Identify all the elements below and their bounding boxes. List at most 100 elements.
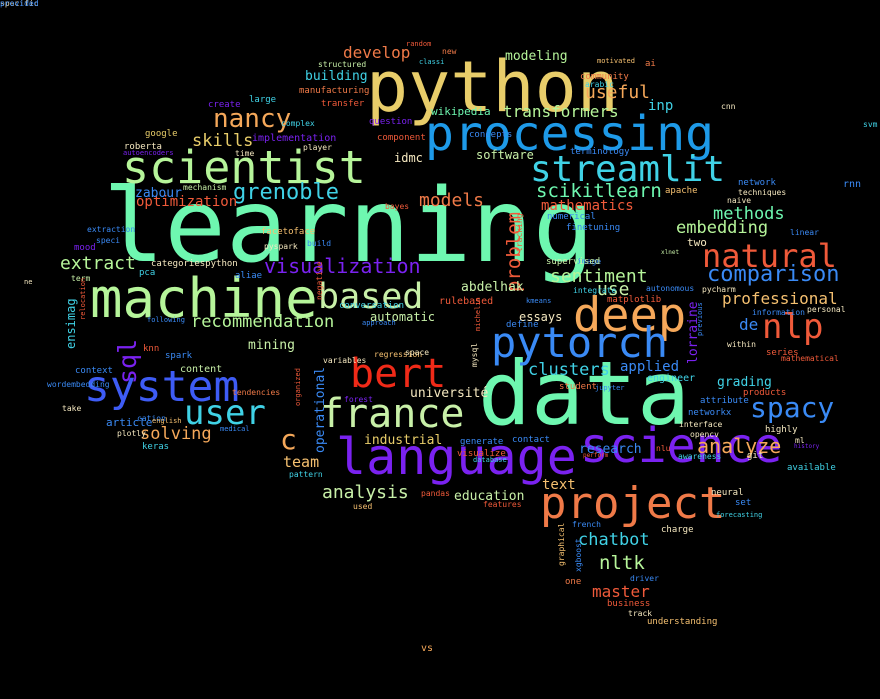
word-useful: useful — [585, 82, 651, 103]
word-deep: deep — [573, 288, 687, 343]
word-engineer: engineer — [647, 373, 696, 384]
word-numerical: numerical — [547, 212, 596, 222]
word-wordembedding: wordembedding — [47, 380, 110, 389]
word-pyspark: pyspark — [264, 242, 298, 251]
word-arabic: arabic — [585, 80, 614, 89]
word-ne: ne — [24, 278, 33, 286]
word-software: software — [476, 148, 534, 162]
word-facetoface: facetoface — [261, 227, 316, 237]
word-modeling: modeling — [505, 49, 568, 64]
word-embedding: embedding — [676, 218, 769, 238]
word-svm: svm — [863, 120, 878, 129]
word-motivated: motivated — [597, 57, 635, 65]
word-complex: complex — [281, 119, 315, 128]
word-mathematical: mathematical — [781, 354, 839, 363]
word-applied: applied — [620, 359, 680, 375]
word-data: data — [478, 342, 690, 445]
word-extract: extract — [60, 253, 136, 274]
word-vs: vs — [421, 643, 434, 654]
word-based: based — [318, 277, 424, 317]
word-community: community — [580, 72, 629, 82]
word-variables: variables — [323, 356, 367, 365]
word-methods: methods — [713, 204, 785, 224]
word-neural: neural — [711, 488, 744, 498]
word-ensimag: ensimag — [64, 298, 78, 349]
word-system: system — [84, 362, 240, 412]
word-student: student — [559, 382, 597, 392]
word-database: database — [473, 456, 507, 464]
word-language: language — [336, 428, 577, 486]
word-professional: professional — [722, 289, 838, 308]
word-information: information — [752, 308, 805, 317]
word-idmc: idmc — [394, 151, 423, 165]
word-zabour: zabour — [135, 186, 182, 201]
word-scikitlearn: scikitlearn — [536, 180, 662, 202]
word-abdelhak: abdelhak — [461, 280, 524, 295]
word-bayes: bayes — [385, 202, 410, 211]
word-sentiment: sentiment — [550, 266, 648, 287]
word-history: history — [794, 443, 820, 450]
word-relocation: relocation — [79, 277, 87, 320]
word-c: c — [280, 423, 297, 456]
word-finetuning: finetuning — [566, 223, 621, 233]
word-interface: interface — [679, 420, 723, 429]
word-graphical: graphical — [557, 522, 566, 566]
word-nlp: nlp — [762, 307, 824, 347]
word-use: use — [597, 279, 630, 300]
word-mining: mining — [248, 338, 295, 353]
word-ml: ml — [795, 436, 805, 445]
word-track: track — [628, 609, 653, 618]
word-build: build — [307, 239, 332, 248]
word-science: science — [580, 418, 783, 474]
word-tracking: tracking — [515, 213, 524, 252]
word-education: education — [454, 489, 525, 504]
word-autoencoders: autoencoders — [123, 149, 174, 157]
word-implementation: implementation — [252, 133, 337, 144]
word-terminology: terminology — [570, 147, 630, 157]
word-building: building — [305, 69, 368, 84]
word-visualization: visualization — [264, 254, 421, 278]
word-scientist: scientist — [122, 141, 366, 194]
word-set: set — [735, 498, 752, 508]
word-used: used — [353, 502, 373, 511]
word-series: series — [766, 348, 799, 358]
word-space: space — [405, 348, 430, 357]
word-cation: cation — [137, 414, 166, 423]
word-kmeans: kmeans — [526, 297, 552, 305]
word-git: git — [747, 451, 764, 461]
word-skills: skills — [192, 131, 254, 151]
word-project: project — [540, 478, 726, 529]
word-english: english — [152, 417, 182, 425]
word-new: new — [442, 47, 457, 56]
word-approach: approach — [362, 319, 396, 327]
word-master: master — [592, 582, 650, 601]
word-available: available — [787, 463, 836, 473]
word-highly: highly — [765, 425, 798, 435]
word-large: large — [249, 95, 277, 105]
word-conversation: conversation — [339, 301, 405, 311]
word-article: article — [106, 416, 153, 429]
word-xlnet: xlnet — [661, 249, 680, 256]
word-linear: linear — [790, 228, 819, 237]
word-mood: mood — [74, 243, 96, 253]
word-nlu: nlu — [656, 444, 671, 453]
word-de: de — [739, 315, 759, 334]
word-context: context — [75, 366, 113, 376]
word-term: term — [71, 274, 91, 283]
word-network: network — [738, 178, 776, 188]
word-charge: charge — [661, 525, 694, 535]
word-solving: solving — [140, 424, 212, 444]
word-python: python — [366, 46, 619, 128]
word-regression: regression — [374, 350, 423, 359]
word-awareness: awareness — [678, 452, 722, 461]
word-recommendation: recommendation — [191, 312, 335, 332]
word-concepts: concepts — [469, 130, 513, 140]
word-one: one — [565, 577, 582, 587]
word-optimization: optimization — [136, 194, 238, 210]
word-nltk: nltk — [599, 552, 645, 574]
word-driver: driver — [630, 574, 659, 583]
word-industrial: industrial — [364, 433, 443, 448]
word-xgboost: xgboost — [574, 538, 583, 572]
word-extraction: extraction — [87, 225, 136, 234]
word-contact: contact — [512, 435, 550, 445]
